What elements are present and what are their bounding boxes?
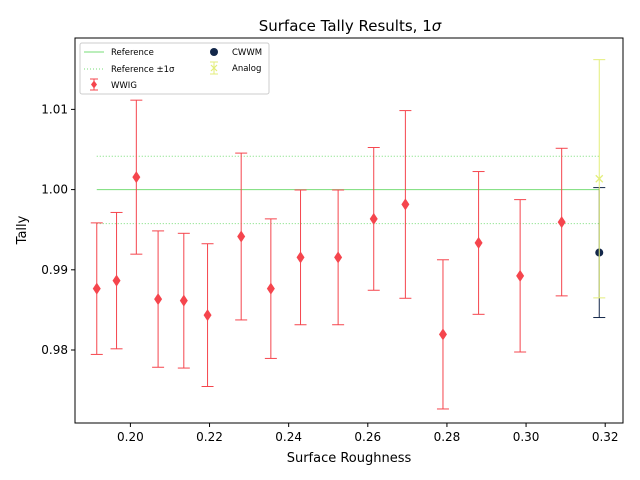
y-tick-label: 0.99 xyxy=(41,263,68,277)
wwig-marker xyxy=(92,282,101,295)
x-tick-label: 0.26 xyxy=(354,430,381,444)
chart-title-symbol: σ xyxy=(432,17,442,35)
legend-analog-label: Analog xyxy=(232,64,261,74)
wwig-point xyxy=(90,222,103,355)
reference-layer xyxy=(96,155,600,225)
wwig-point xyxy=(514,199,527,353)
wwig-marker xyxy=(203,309,212,322)
series-layer xyxy=(90,59,606,410)
wwig-marker xyxy=(334,251,343,264)
x-axis-label: Surface Roughness xyxy=(287,451,412,466)
x-tick-label: 0.24 xyxy=(275,430,302,444)
wwig-marker xyxy=(438,328,447,341)
legend-wwig-label: WWIG xyxy=(111,81,137,91)
y-tick-label: 0.98 xyxy=(41,343,68,357)
legend-wwig-swatch xyxy=(90,78,98,91)
x-tick-label: 0.30 xyxy=(513,430,540,444)
wwig-marker xyxy=(369,212,378,225)
legend-reference-label: Reference xyxy=(111,48,154,58)
wwig-marker xyxy=(237,230,246,243)
legend-cwwm-label: CWWM xyxy=(232,48,262,58)
x-axis: 0.20 0.22 0.24 0.26 0.28 0.30 0.32 xyxy=(117,423,619,444)
y-tick-label: 1.01 xyxy=(41,102,68,116)
legend-cwwm-swatch xyxy=(210,48,218,56)
plot-frame xyxy=(74,37,624,424)
analog-marker-stroke xyxy=(595,174,604,183)
y-axis: 0.98 0.99 1.00 1.01 xyxy=(41,102,75,357)
y-tick-label: 1.00 xyxy=(41,183,68,197)
wwig-marker xyxy=(474,236,483,249)
wwig-point xyxy=(436,259,449,410)
x-tick-label: 0.28 xyxy=(434,430,461,444)
wwig-point xyxy=(130,99,143,255)
wwig-point xyxy=(177,232,190,369)
wwig-point xyxy=(152,230,165,368)
wwig-point xyxy=(294,189,307,326)
wwig-point xyxy=(201,243,214,388)
wwig-point xyxy=(332,189,345,326)
legend-reference-band-label: Reference ±1σ xyxy=(111,65,175,75)
wwig-point xyxy=(555,147,568,297)
plot-area xyxy=(75,38,623,423)
legend: Reference Reference ±1σ WWIG CWWM Analog xyxy=(79,42,270,95)
wwig-marker xyxy=(112,274,121,287)
x-tick-label: 0.22 xyxy=(196,430,223,444)
wwig-marker xyxy=(179,294,188,307)
chart-title-main: Surface Tally Results, 1 xyxy=(259,17,432,35)
wwig-point xyxy=(264,218,277,359)
chart-title: Surface Tally Results, 1σ xyxy=(259,17,442,35)
x-tick-label: 0.20 xyxy=(117,430,144,444)
analog-point xyxy=(593,59,606,299)
wwig-marker xyxy=(266,282,275,295)
wwig-point xyxy=(472,171,485,315)
wwig-marker xyxy=(401,198,410,211)
wwig-marker xyxy=(132,171,141,184)
y-axis-label: Tally xyxy=(15,215,30,245)
analog-marker xyxy=(595,174,604,183)
x-tick-label: 0.32 xyxy=(592,430,619,444)
wwig-point xyxy=(110,211,123,350)
wwig-point xyxy=(367,146,380,291)
wwig-point xyxy=(235,152,248,321)
wwig-marker xyxy=(296,251,305,264)
wwig-marker xyxy=(516,269,525,282)
legend-analog-swatch xyxy=(210,61,218,75)
wwig-marker xyxy=(154,293,163,306)
legend-box xyxy=(79,42,270,95)
wwig-marker xyxy=(557,216,566,229)
wwig-point xyxy=(399,110,412,299)
